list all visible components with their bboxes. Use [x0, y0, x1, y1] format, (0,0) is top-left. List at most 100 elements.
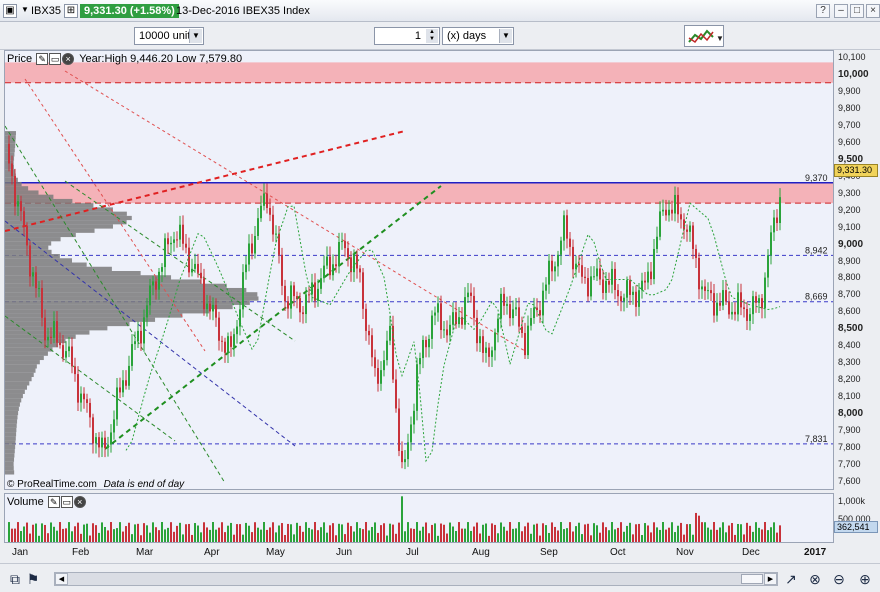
- candle-body: [56, 321, 58, 343]
- volume-bar: [743, 534, 745, 542]
- volume-bar: [611, 522, 613, 542]
- volume-bar: [779, 525, 781, 542]
- zoom-in-icon[interactable]: ⊕: [859, 571, 871, 587]
- units-value: 10000 units: [139, 30, 196, 42]
- candle-body: [515, 307, 517, 310]
- volume-profile-bar: [5, 385, 28, 390]
- volume-bar: [740, 524, 742, 542]
- volume-bar: [419, 530, 421, 542]
- volume-bar: [230, 522, 232, 542]
- volume-bar: [395, 533, 397, 542]
- candle-body: [542, 290, 544, 316]
- symbol-name[interactable]: IBX35: [31, 5, 61, 17]
- candle-body: [272, 214, 274, 235]
- maximize-icon[interactable]: □: [850, 4, 864, 18]
- volume-profile-bar: [5, 258, 73, 263]
- arrow-icon[interactable]: ↗: [785, 571, 797, 587]
- candle-body: [410, 424, 412, 443]
- volume-bar: [38, 535, 40, 542]
- candle-body: [626, 280, 628, 298]
- trend-line: [104, 185, 442, 450]
- volume-bar: [572, 531, 574, 542]
- candle-body: [248, 243, 250, 265]
- volume-bar: [101, 522, 103, 542]
- volume-chart[interactable]: Volume ✎ ▭ ×: [4, 493, 834, 543]
- spinner-icon[interactable]: ▲ ▼: [426, 29, 438, 43]
- candle-body: [569, 238, 571, 247]
- toolbar: 10000 units ▼ 1 ▲ ▼ (x) days ▼: [0, 22, 880, 50]
- close-icon[interactable]: ×: [866, 4, 880, 18]
- window-icon[interactable]: ▭: [49, 53, 62, 66]
- candle-body: [245, 264, 247, 273]
- trend-line: [5, 130, 406, 232]
- wrench-icon[interactable]: ✎: [47, 496, 60, 509]
- volume-profile-bar: [5, 453, 15, 458]
- candle-body: [137, 330, 139, 342]
- candle-body: [461, 317, 463, 325]
- candle-body: [266, 193, 268, 208]
- period-unit-select[interactable]: (x) days ▼: [442, 27, 514, 45]
- zoom-reset-icon[interactable]: ⊗: [809, 571, 821, 587]
- volume-chart-canvas[interactable]: [5, 494, 834, 543]
- minimize-icon[interactable]: –: [834, 4, 848, 18]
- volume-bar: [221, 522, 223, 542]
- candle-body: [647, 271, 649, 283]
- year-high-low: Year:High 9,446.20 Low 7,579.80: [79, 53, 243, 65]
- candle-body: [296, 296, 298, 299]
- volume-bar: [113, 529, 115, 542]
- volume-profile-bar: [5, 283, 227, 288]
- zoom-out-icon[interactable]: ⊖: [833, 571, 845, 587]
- time-axis[interactable]: Jan Feb Mar Apr May Jun Jul Aug Sep Oct Nov Dec 2017: [4, 543, 834, 563]
- volume-profile-bar: [5, 287, 247, 293]
- scroll-right-icon[interactable]: ▶: [764, 573, 777, 585]
- candle-body: [98, 437, 100, 448]
- symbol-dropdown-icon[interactable]: ▼: [21, 5, 29, 14]
- volume-profile-bar: [5, 381, 30, 386]
- volume-bar: [569, 522, 571, 542]
- draw-tools-icon[interactable]: ⚑: [26, 571, 40, 587]
- candles-icon[interactable]: ⧉: [10, 571, 20, 587]
- candle-body: [584, 276, 586, 279]
- close-panel-icon[interactable]: ×: [62, 53, 75, 66]
- close-panel-icon[interactable]: ×: [73, 496, 86, 509]
- wrench-icon[interactable]: ✎: [36, 53, 49, 66]
- candle-body: [731, 311, 733, 315]
- volume-bar: [578, 522, 580, 542]
- window-menu-icon[interactable]: ▣: [3, 4, 17, 18]
- period-input[interactable]: 1 ▲ ▼: [374, 27, 440, 45]
- volume-bar: [557, 530, 559, 542]
- candle-body: [770, 232, 772, 256]
- price-tick-label: 9,600: [838, 136, 861, 147]
- link-icon[interactable]: ⊞: [64, 4, 78, 18]
- candle-body: [617, 290, 619, 297]
- candle-body: [446, 329, 448, 336]
- chevron-down-icon[interactable]: ▼: [499, 29, 512, 43]
- volume-bar: [74, 526, 76, 542]
- price-chart[interactable]: 9,370 8,942 8,669 7,831 Price ✎ ▭ × Year:High…: [4, 50, 834, 490]
- units-select[interactable]: 10000 units ▼: [134, 27, 204, 45]
- volume-profile-bar: [5, 143, 16, 149]
- candle-body: [308, 294, 310, 296]
- volume-bar: [713, 522, 715, 542]
- chevron-down-icon[interactable]: ▼: [189, 29, 202, 43]
- price-axis[interactable]: 10,10010,0009,9009,8009,7009,6009,5009,4…: [834, 50, 880, 543]
- candle-body: [458, 317, 460, 325]
- candle-body: [590, 276, 592, 297]
- candle-body: [257, 218, 259, 236]
- scroll-left-icon[interactable]: ◀: [55, 573, 68, 585]
- scroll-thumb[interactable]: [741, 574, 763, 584]
- volume-bar: [371, 526, 373, 542]
- volume-bar: [476, 522, 478, 542]
- volume-bar: [386, 535, 388, 542]
- chart-type-button[interactable]: ▼: [684, 25, 724, 47]
- volume-bar: [323, 522, 325, 542]
- horizontal-scrollbar[interactable]: ◀ ▶: [54, 572, 778, 586]
- help-icon[interactable]: ?: [816, 4, 830, 18]
- volume-bar: [707, 527, 709, 542]
- candle-body: [773, 217, 775, 233]
- volume-bar: [680, 522, 682, 542]
- window-icon[interactable]: ▭: [60, 496, 73, 509]
- price-chart-canvas[interactable]: 9,370 8,942 8,669 7,831: [5, 51, 834, 490]
- candle-body: [671, 209, 673, 214]
- candle-body: [338, 241, 340, 267]
